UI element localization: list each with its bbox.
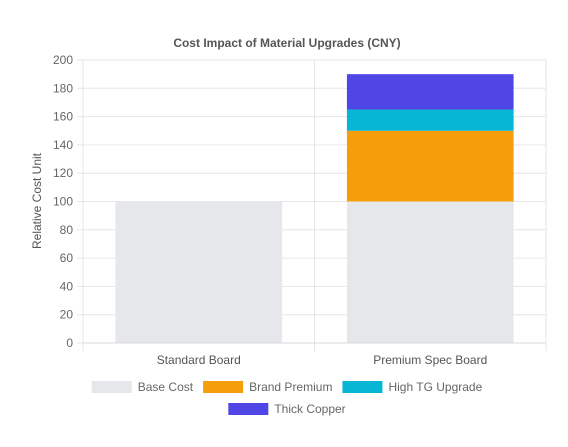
bar-segment-base-cost[interactable]	[346, 201, 514, 344]
legend-item-thick-copper[interactable]: Thick Copper	[228, 402, 346, 416]
y-tick-label: 160	[53, 110, 73, 124]
legend-item-base-cost[interactable]: Base Cost	[91, 380, 194, 394]
y-tick-label: 20	[60, 308, 74, 322]
x-tick-label: Standard Board	[157, 353, 241, 367]
legend-swatch	[342, 381, 383, 393]
y-tick-label: 60	[60, 251, 74, 265]
chart-title: Cost Impact of Material Upgrades (CNY)	[173, 36, 400, 50]
y-tick-label: 80	[60, 223, 74, 237]
bar-segment-base-cost[interactable]	[115, 201, 283, 344]
y-tick-label: 180	[53, 81, 73, 95]
bars	[115, 74, 514, 344]
axes: 0 20 40 60 80 100 120 140 160 180 200 Standard Boar…	[53, 53, 546, 367]
bar-segment-high-tg-upgrade[interactable]	[346, 109, 514, 131]
legend-label: Base Cost	[138, 380, 194, 394]
legend-swatch	[228, 403, 269, 415]
y-tick-label: 120	[53, 166, 73, 180]
bar-segment-brand-premium[interactable]	[346, 130, 514, 202]
legend-swatch	[91, 381, 132, 393]
legend-swatch	[203, 381, 244, 393]
y-tick-label: 0	[66, 336, 73, 350]
legend-label: High TG Upgrade	[388, 380, 482, 394]
y-tick-label: 140	[53, 138, 73, 152]
y-tick-label: 40	[60, 279, 74, 293]
x-tick-label: Premium Spec Board	[373, 353, 487, 367]
bar-segment-thick-copper[interactable]	[346, 74, 514, 110]
legend-label: Thick Copper	[274, 402, 345, 416]
y-tick-label: 100	[53, 195, 73, 209]
legend-item-brand-premium[interactable]: Brand Premium	[203, 380, 332, 394]
y-axis-label: Relative Cost Unit	[30, 152, 44, 249]
legend-item-high-tg-upgrade[interactable]: High TG Upgrade	[342, 380, 483, 394]
legend-label: Brand Premium	[249, 380, 332, 394]
legend[interactable]: Base Cost Brand Premium High TG Upgrade Thi…	[91, 380, 483, 416]
y-tick-label: 200	[53, 53, 73, 67]
